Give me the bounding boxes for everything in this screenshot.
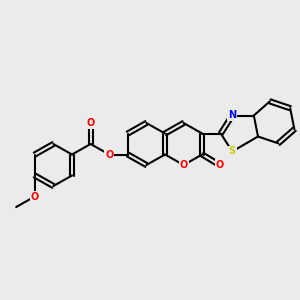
Text: O: O — [86, 118, 95, 128]
Text: N: N — [228, 110, 236, 121]
Text: O: O — [105, 149, 113, 160]
Text: O: O — [179, 160, 188, 170]
Text: S: S — [229, 146, 236, 157]
Text: O: O — [31, 191, 39, 202]
Text: O: O — [215, 160, 224, 170]
